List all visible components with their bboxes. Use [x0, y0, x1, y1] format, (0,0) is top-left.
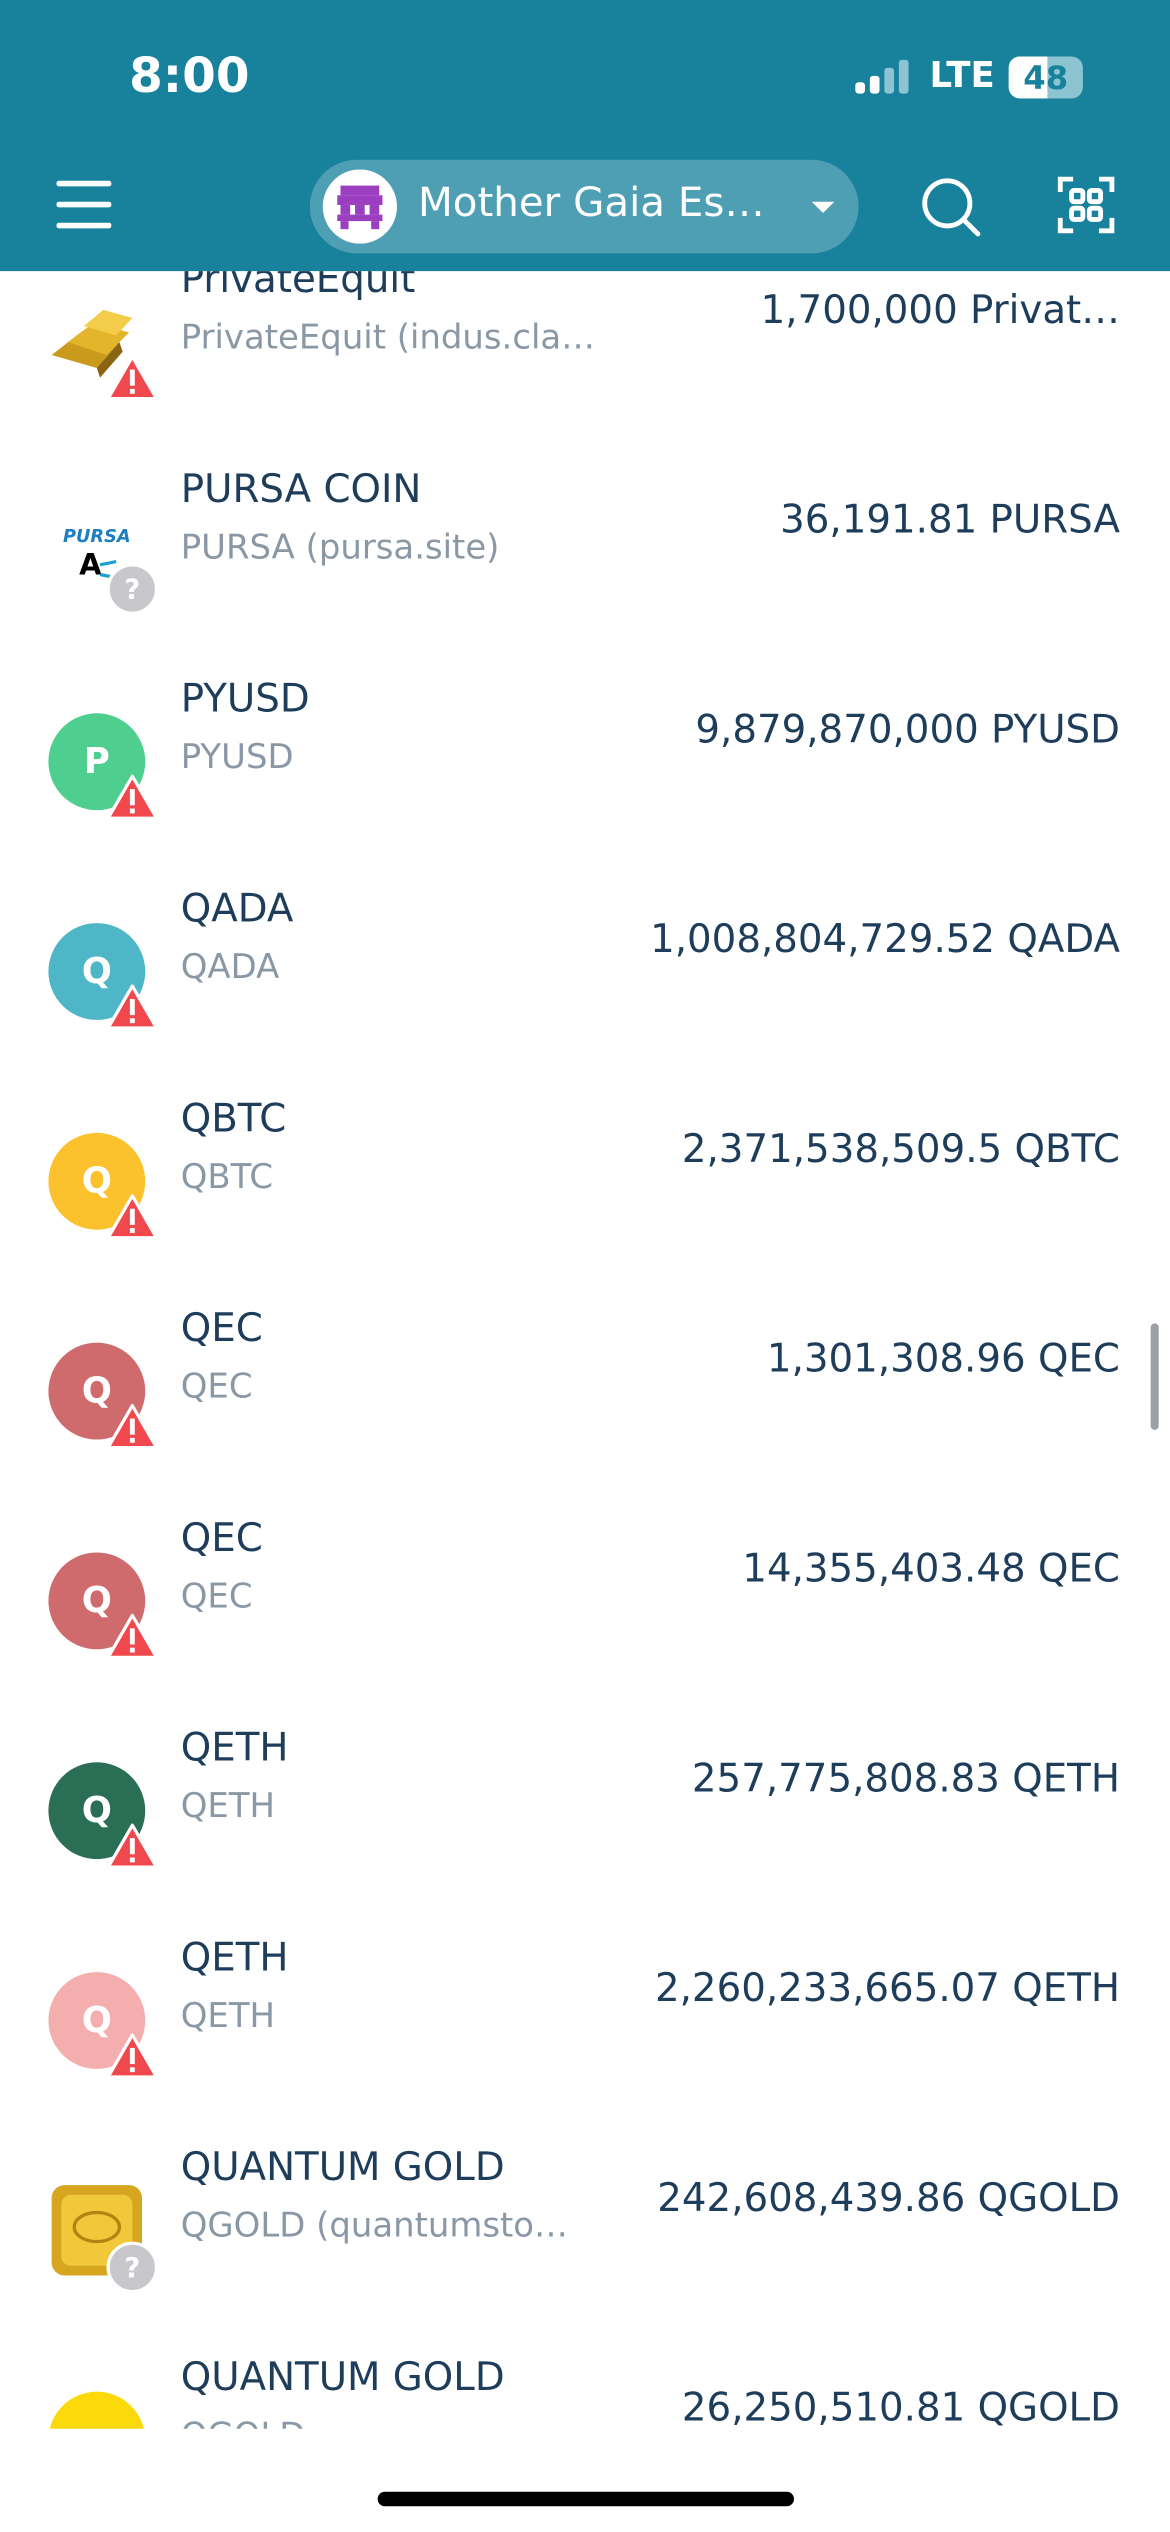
- icon-letter: Q: [81, 951, 112, 992]
- warning-badge: [106, 2032, 159, 2080]
- asset-amount: 1,301,308.96 QEC: [766, 1336, 1120, 1382]
- asset-subtitle: QGOLD (quantumsto…: [180, 2206, 568, 2245]
- asset-name: PURSA COIN: [180, 466, 422, 512]
- asset-row[interactable]: Q QADA QADA 1,008,804,729.52 QADA: [0, 867, 1170, 1077]
- asset-name: PYUSD: [180, 676, 310, 722]
- icon-letter: Q: [81, 2000, 112, 2041]
- asset-icon: PURSA A: [48, 504, 145, 601]
- asset-subtitle: PYUSD: [180, 737, 294, 777]
- icon-letter: Q: [81, 1161, 112, 1202]
- asset-amount: 14,355,403.48 QEC: [742, 1546, 1120, 1592]
- asset-row[interactable]: PrivateEquit PrivateEquit (indus.claims) 1…: [0, 271, 1170, 447]
- asset-icon: [48, 2391, 146, 2429]
- asset-amount: 1,700,000 Privat…: [760, 287, 1120, 333]
- asset-subtitle: QADA: [180, 947, 280, 987]
- menu-button[interactable]: [56, 178, 114, 233]
- icon-letter: Q: [81, 1580, 112, 1622]
- asset-row[interactable]: PURSA A? PURSA COIN PURSA (pursa.site) 36,19…: [0, 447, 1170, 657]
- home-indicator: [377, 2491, 794, 2507]
- svg-text:?: ?: [124, 575, 140, 606]
- search-button[interactable]: [920, 176, 981, 237]
- asset-name: QUANTUM GOLD: [180, 2144, 505, 2190]
- asset-row[interactable]: Q QETH QETH 2,260,233,665.07 QETH: [0, 1916, 1170, 2126]
- warning-badge: [106, 1193, 159, 1241]
- warning-badge: [106, 1822, 159, 1870]
- scan-button[interactable]: [1057, 176, 1115, 234]
- icon-letter: Q: [81, 1790, 112, 1831]
- icon-letter: P: [83, 741, 110, 782]
- account-name: Mother Gaia Es…: [417, 179, 765, 226]
- asset-row[interactable]: QUANTUM GOLD QGOLD 26,250,510.81 QGOLD: [0, 2335, 1170, 2429]
- warning-badge: [106, 1402, 159, 1450]
- time: 8:00: [129, 48, 250, 105]
- asset-amount: 36,191.81 PURSA: [780, 497, 1120, 543]
- asset-name: QUANTUM GOLD: [180, 2354, 505, 2400]
- warning-badge: [106, 353, 159, 401]
- asset-subtitle: QGOLD: [181, 2416, 306, 2429]
- asset-name: QBTC: [180, 1095, 287, 1141]
- network: LTE: [929, 56, 995, 97]
- asset-icon: [48, 294, 145, 391]
- asset-name: QETH: [180, 1934, 289, 1981]
- unknown-badge: ?: [106, 563, 159, 615]
- asset-name: QEC: [180, 1515, 263, 1561]
- warning-badge: [106, 1612, 159, 1660]
- asset-subtitle: QEC: [180, 1366, 253, 1406]
- svg-text:PURSA: PURSA: [63, 527, 131, 547]
- asset-row[interactable]: Q QEC QEC 1,301,308.96 QEC: [0, 1286, 1170, 1496]
- asset-subtitle: PrivateEquit (indus.claims): [180, 317, 604, 357]
- account-avatar: [322, 169, 397, 244]
- dropdown-arrow: [811, 201, 835, 214]
- asset-subtitle: QETH: [180, 1996, 276, 2036]
- asset-amount: 26,250,510.81 QGOLD: [681, 2385, 1120, 2429]
- asset-amount: 2,260,233,665.07 QETH: [654, 1965, 1120, 2011]
- svg-text:?: ?: [124, 2253, 140, 2284]
- asset-list: PrivateEquit PrivateEquit (indus.claims) 1…: [0, 271, 1170, 2429]
- asset-row[interactable]: P PYUSD PYUSD 9,879,870,000 PYUSD: [0, 657, 1170, 867]
- asset-row[interactable]: Q QETH QETH 257,775,808.83 QETH: [0, 1706, 1170, 1916]
- header: 8:00 LTE 48 Mother Gaia Es…: [0, 0, 1170, 272]
- asset-name: QADA: [180, 885, 294, 932]
- warning-badge: [106, 983, 159, 1031]
- asset-row[interactable]: Q QBTC QBTC 2,371,538,509.5 QBTC: [0, 1076, 1170, 1286]
- asset-amount: 9,879,870,000 PYUSD: [695, 706, 1120, 753]
- asset-name: QEC: [180, 1305, 263, 1351]
- scrollbar: [1150, 1323, 1159, 1430]
- asset-amount: 242,608,439.86 QGOLD: [657, 2175, 1120, 2221]
- asset-amount: 257,775,808.83 QETH: [691, 1755, 1120, 1802]
- account-selector[interactable]: Mother Gaia Es…: [309, 159, 859, 254]
- asset-subtitle: QEC: [180, 1576, 253, 1616]
- asset-subtitle: QETH: [180, 1786, 276, 1826]
- signal-icon: [855, 59, 909, 94]
- asset-name: PrivateEquit: [180, 271, 416, 302]
- battery: 48: [1008, 56, 1083, 99]
- asset-subtitle: QBTC: [180, 1157, 274, 1196]
- unknown-badge: ?: [106, 2241, 159, 2294]
- asset-row[interactable]: Q QEC QEC 14,355,403.48 QEC: [0, 1496, 1170, 1706]
- asset-amount: 1,008,804,729.52 QADA: [650, 916, 1120, 962]
- battery-level: 48: [1023, 58, 1069, 97]
- icon-letter: Q: [81, 1370, 112, 1412]
- svg-text:A: A: [79, 548, 102, 582]
- asset-name: QETH: [180, 1725, 289, 1771]
- asset-amount: 2,371,538,509.5 QBTC: [681, 1126, 1120, 1172]
- asset-subtitle: PURSA (pursa.site): [180, 527, 500, 567]
- warning-badge: [106, 773, 159, 821]
- asset-row[interactable]: ? QUANTUM GOLD QGOLD (quantumsto… 242,608,4…: [0, 2125, 1170, 2335]
